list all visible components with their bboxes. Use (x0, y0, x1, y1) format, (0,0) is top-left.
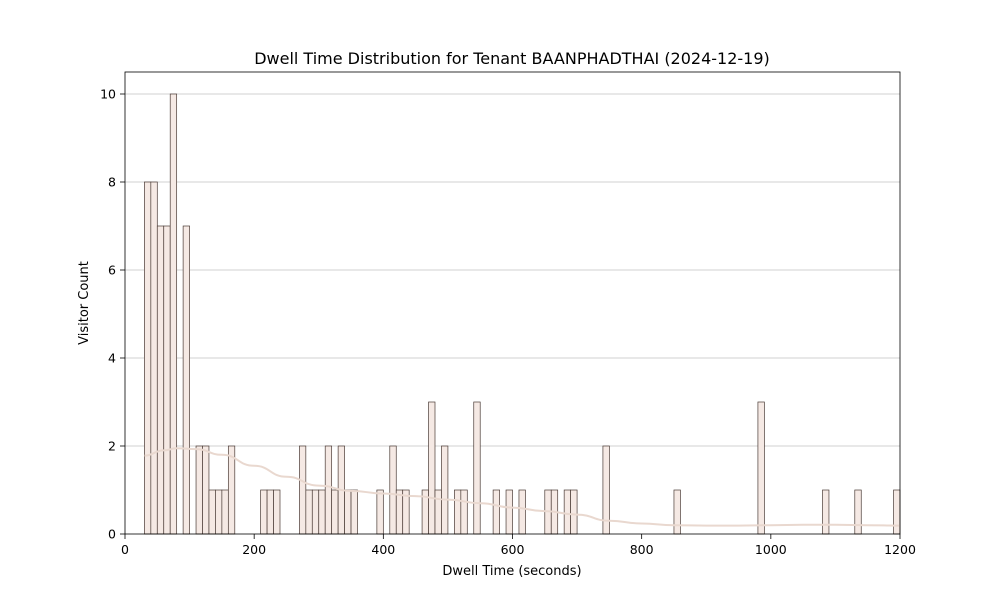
histogram-bar-610 (518, 489, 526, 535)
y-tick-label-8: 8 (108, 175, 116, 190)
histogram-bar-300 (318, 489, 326, 535)
histogram-bar-280 (305, 489, 313, 535)
x-tick-label-1200: 1200 (884, 542, 916, 557)
y-axis: 0 2 4 6 8 10 (100, 87, 125, 542)
chart-title: Dwell Time Distribution for Tenant BAANP… (254, 49, 770, 68)
x-axis-label: Dwell Time (seconds) (442, 564, 581, 579)
histogram-bar-90 (182, 225, 190, 535)
histogram-bar-850 (673, 489, 681, 535)
histogram-bar-220 (266, 489, 274, 535)
y-tick-label-0: 0 (108, 527, 116, 542)
histogram-bar-270 (299, 445, 307, 535)
histogram-bar-570 (492, 489, 500, 535)
histogram-bar-320 (331, 489, 339, 535)
histogram-bar-130 (208, 489, 216, 535)
histogram-bar-160 (227, 445, 236, 535)
histogram-bar-490 (441, 445, 449, 535)
histogram-bar-520 (460, 489, 468, 535)
y-tick-label-6: 6 (108, 263, 116, 278)
grid-layer (125, 93, 900, 447)
histogram-bar-390 (376, 489, 384, 535)
histogram-bar-290 (311, 489, 320, 535)
histogram-bar-140 (215, 489, 223, 535)
x-tick-label-800: 800 (630, 542, 654, 557)
histogram-bar-150 (221, 489, 229, 535)
histogram-bar-350 (350, 489, 358, 535)
histogram-bar-1130 (854, 489, 862, 535)
histogram-bar-480 (434, 489, 442, 535)
histogram-bar-1190 (893, 489, 901, 535)
histogram-bar-120 (202, 445, 210, 535)
y-tick-label-10: 10 (100, 87, 116, 102)
histogram-bar-470 (428, 401, 436, 535)
plot-frame (124, 71, 901, 535)
histogram-bar-30 (144, 181, 152, 535)
bars-layer (144, 93, 901, 535)
histogram-bar-410 (389, 445, 397, 535)
histogram-bar-340 (344, 489, 352, 535)
histogram-bar-690 (570, 489, 578, 535)
histogram-bar-540 (473, 401, 481, 535)
histogram-bar-210 (260, 489, 268, 535)
histogram-bar-590 (505, 489, 513, 535)
histogram-bar-510 (454, 489, 462, 535)
x-tick-label-200: 200 (242, 542, 266, 557)
histogram-bar-70 (169, 93, 178, 535)
y-tick-label-2: 2 (108, 439, 116, 454)
histogram-bar-310 (324, 445, 333, 535)
histogram-bar-40 (150, 181, 158, 535)
kde-curve (144, 447, 901, 527)
histogram-bar-110 (195, 445, 203, 535)
histogram-bar-60 (163, 225, 171, 535)
histogram-bar-980 (757, 401, 765, 535)
histogram-bar-50 (156, 225, 165, 535)
y-axis-label: Visitor Count (77, 261, 92, 345)
x-tick-label-600: 600 (501, 542, 525, 557)
histogram-bar-420 (395, 489, 404, 535)
x-tick-label-400: 400 (371, 542, 395, 557)
histogram-bar-230 (273, 489, 281, 535)
y-tick-label-4: 4 (108, 351, 116, 366)
histogram-bar-1080 (822, 489, 830, 535)
histogram-bar-680 (563, 489, 571, 535)
x-tick-label-1000: 1000 (755, 542, 787, 557)
x-tick-label-0: 0 (121, 542, 129, 557)
x-axis: 0 200 400 600 800 1000 1200 (121, 534, 916, 557)
